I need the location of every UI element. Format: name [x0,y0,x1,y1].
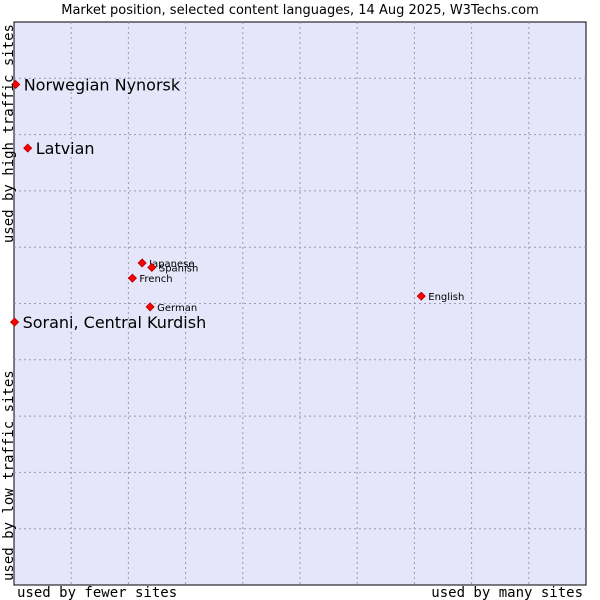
point-marker-german [145,302,155,312]
y-axis-label-low: used by low traffic sites [1,370,17,581]
point-label-japanese: Japanese [148,259,194,270]
point-label-english: English [428,292,464,303]
data-points: Norwegian Nynorsk Latvian Sorani, Central … [10,75,464,332]
point-marker-french [127,273,137,283]
point-label-sorani-central-kurdish: Sorani, Central Kurdish [23,313,207,332]
point-marker-norwegian-nynorsk [11,79,21,90]
point-label-latvian: Latvian [36,139,95,158]
x-axis-label-left: used by fewer sites [17,585,177,600]
x-axis-label-right: used by many sites [431,585,583,600]
point-marker-japanese [137,258,147,268]
point-marker-spanish [147,262,157,273]
grid-lines [14,22,586,585]
point-marker-sorani-central-kurdish [10,317,20,327]
point-marker-latvian [23,143,33,153]
point-marker-english [416,291,426,301]
point-label-norwegian-nynorsk: Norwegian Nynorsk [24,75,181,94]
point-label-spanish: Spanish [159,263,199,274]
point-label-french: French [139,274,172,285]
chart-title: Market position, selected content langua… [61,3,539,18]
y-axis-label-high: used by high traffic sites [1,24,17,243]
point-label-german: German [157,303,197,314]
